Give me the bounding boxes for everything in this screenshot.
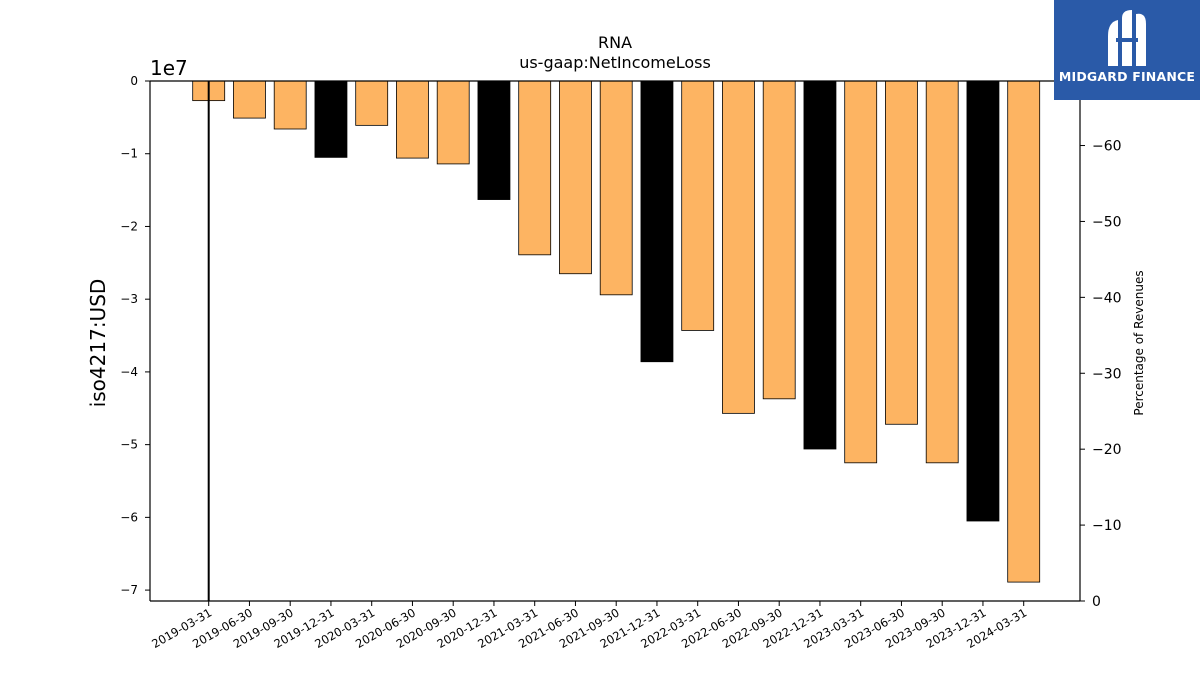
y-tick-label--6: −6 bbox=[120, 510, 138, 524]
bar-2023-03-31 bbox=[844, 80, 878, 464]
brand-logo: MIDGARD FINANCE bbox=[1054, 0, 1200, 100]
chart-title: RNA bbox=[598, 33, 632, 52]
axes-group bbox=[149, 80, 1081, 602]
y-tick-label--3: −3 bbox=[120, 292, 138, 306]
y-tick-label--7: −7 bbox=[120, 583, 138, 597]
bar-2020-09-30 bbox=[436, 80, 470, 165]
bar-2020-06-30 bbox=[396, 80, 429, 159]
y2-tick-label--50: −50 bbox=[1092, 214, 1122, 230]
bar-2022-03-31 bbox=[681, 80, 715, 331]
bar-2020-03-31 bbox=[355, 80, 389, 126]
bar-2022-06-30 bbox=[722, 80, 755, 414]
midgard-logo-icon bbox=[1108, 10, 1146, 66]
bar-2023-06-30 bbox=[885, 80, 918, 425]
y2-tick-label--40: −40 bbox=[1092, 290, 1122, 306]
bar-2023-09-30 bbox=[925, 80, 959, 464]
bar-2021-06-30 bbox=[559, 80, 592, 275]
y-ticks-group: 0 −1 −2 −3 −4 −5 −6 −7 bbox=[120, 74, 150, 597]
y2-tick-label--60: −60 bbox=[1092, 139, 1122, 155]
bar-2022-12-31 bbox=[803, 80, 837, 450]
y-tick-label--5: −5 bbox=[120, 438, 138, 452]
y-offset-label: 1e7 bbox=[150, 56, 188, 80]
y2-axis-label: Percentage of Revenues bbox=[1132, 270, 1146, 415]
bar-2023-12-31 bbox=[966, 80, 1000, 522]
y-tick-label-0: 0 bbox=[130, 74, 138, 88]
x-ticks-group: 2019-03-312019-06-302019-09-302019-12-31… bbox=[149, 601, 1029, 651]
chart-subtitle: us-gaap:NetIncomeLoss bbox=[519, 53, 711, 72]
bar-2019-12-31 bbox=[314, 80, 348, 158]
bar-2019-06-30 bbox=[233, 80, 266, 119]
bar-2024-03-31 bbox=[1007, 80, 1041, 583]
y-tick-label--1: −1 bbox=[120, 147, 138, 161]
bar-2019-09-30 bbox=[273, 80, 307, 130]
y2-ticks-group: 0 −10 −20 −30 −40 −50 −60 bbox=[1080, 139, 1122, 610]
bar-2021-03-31 bbox=[518, 80, 552, 256]
bar-2021-09-30 bbox=[599, 80, 633, 296]
y-tick-label--2: −2 bbox=[120, 219, 138, 233]
y2-tick-label--20: −20 bbox=[1092, 442, 1122, 458]
bar-2021-12-31 bbox=[640, 80, 674, 363]
y2-tick-label-0: 0 bbox=[1092, 594, 1101, 610]
brand-logo-text: MIDGARD FINANCE bbox=[1058, 69, 1196, 84]
y2-tick-label--10: −10 bbox=[1092, 518, 1122, 534]
bar-2022-09-30 bbox=[762, 80, 796, 400]
bar-2020-12-31 bbox=[477, 80, 511, 200]
y2-tick-label--30: −30 bbox=[1092, 366, 1122, 382]
y-axis-label: iso4217:USD bbox=[86, 279, 110, 408]
y-tick-label--4: −4 bbox=[120, 365, 138, 379]
bars-group bbox=[192, 80, 1041, 583]
